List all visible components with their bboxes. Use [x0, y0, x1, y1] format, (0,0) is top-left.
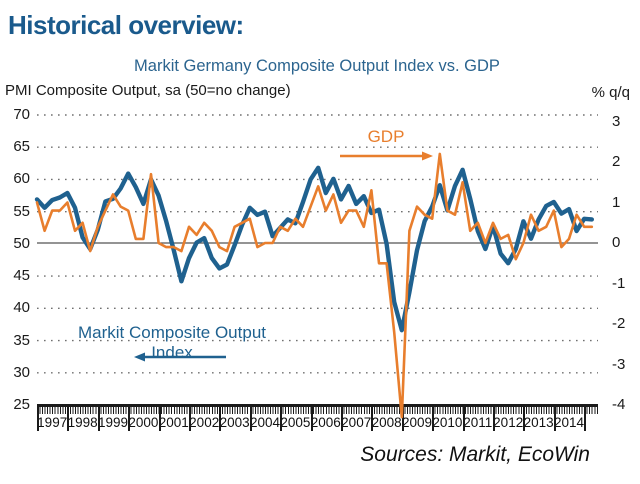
y-axis-left-tick-40: 40 [13, 299, 30, 317]
x-axis-year-label-1998: 1998 [67, 415, 98, 430]
x-axis-year-label-2011: 2011 [463, 415, 493, 430]
x-axis-line [37, 404, 598, 407]
y-axis-right-tick-1: 1 [612, 193, 621, 211]
x-axis-year-tick [280, 404, 283, 431]
right-axis-caption: % q/q [591, 84, 630, 101]
x-axis-year-label-2005: 2005 [280, 415, 311, 430]
x-axis-minor-ticks [37, 407, 598, 414]
x-axis-year-tick [493, 404, 495, 431]
sources-text: Sources: Markit, EcoWin [360, 443, 590, 466]
x-axis-year-tick [219, 404, 222, 431]
x-axis-year-tick [432, 404, 435, 431]
x-axis-year-label-2004: 2004 [249, 415, 281, 430]
x-axis-year-label-2013: 2013 [523, 415, 554, 430]
x-axis-year-label-2002: 2002 [189, 415, 220, 430]
x-axis-year-tick [310, 404, 313, 431]
x-axis-year-label-2010: 2010 [432, 415, 463, 430]
y-axis-right-tick--3: -3 [612, 355, 626, 373]
x-axis-year-label-2000: 2000 [128, 415, 159, 430]
y-axis-left-tick-60: 60 [13, 170, 30, 188]
x-axis-year-tick [523, 404, 526, 431]
x-axis-year-label-2012: 2012 [493, 415, 524, 430]
y-axis-left-tick-65: 65 [13, 138, 30, 156]
x-axis-year-label-2014: 2014 [553, 415, 585, 430]
pmi-arrow-icon-head [134, 352, 145, 362]
x-axis-year-tick [128, 404, 131, 431]
page-title: Historical overview: [8, 10, 244, 40]
pmi-line [34, 165, 594, 333]
gdp-arrow-icon-head [422, 151, 433, 161]
y-axis-left-tick-25: 25 [13, 396, 30, 413]
x-axis-year-label-2006: 2006 [310, 415, 341, 430]
x-axis-year-tick [553, 404, 556, 431]
y-axis-left-tick-70: 70 [13, 106, 30, 123]
x-axis-year-label-2009: 2009 [401, 415, 433, 430]
x-axis-year-label-1997: 1997 [37, 415, 68, 430]
y-axis-right-tick-0: 0 [612, 234, 621, 251]
y-axis-left-tick-50: 50 [13, 234, 30, 252]
y-axis-right-tick--4: -4 [612, 396, 626, 413]
x-axis-year-tick [189, 404, 191, 431]
y-axis-left-tick-45: 45 [13, 267, 30, 285]
chart-title: Markit Germany Composite Output Index vs… [134, 57, 500, 75]
pmi-annotation-label: Markit Composite Output Index [77, 323, 266, 362]
x-axis-year-tick [371, 404, 374, 431]
y-axis-right-tick-3: 3 [612, 112, 621, 130]
x-axis-year-tick [37, 404, 39, 431]
left-axis-caption: PMI Composite Output, sa (50=no change) [5, 82, 291, 99]
x-axis-year-label-2003: 2003 [219, 415, 250, 430]
x-axis-year-label-2001: 2001 [158, 415, 189, 430]
x-axis-year-tick [341, 404, 343, 431]
y-axis-left-tick-30: 30 [13, 363, 30, 381]
y-axis-right-tick--1: -1 [612, 274, 626, 292]
y-axis-right-tick--2: -2 [612, 315, 626, 332]
gdp-annotation-label: GDP [367, 127, 405, 146]
x-axis-year-tick [249, 404, 252, 431]
x-axis-year-label-1999: 1999 [97, 415, 129, 430]
x-axis-year-label-2007: 2007 [341, 415, 372, 430]
x-axis-year-label-2008: 2008 [371, 415, 402, 430]
y-axis-left-tick-55: 55 [13, 202, 30, 220]
gdp-line [35, 152, 594, 419]
x-axis-year-tick [67, 404, 70, 431]
y-axis-right-tick-2: 2 [612, 153, 621, 170]
y-axis-left-tick-35: 35 [13, 331, 30, 349]
x-axis-year-tick [584, 404, 587, 431]
x-axis-year-tick [158, 404, 161, 431]
x-axis-year-tick [462, 404, 465, 431]
x-axis-year-tick [97, 404, 100, 431]
